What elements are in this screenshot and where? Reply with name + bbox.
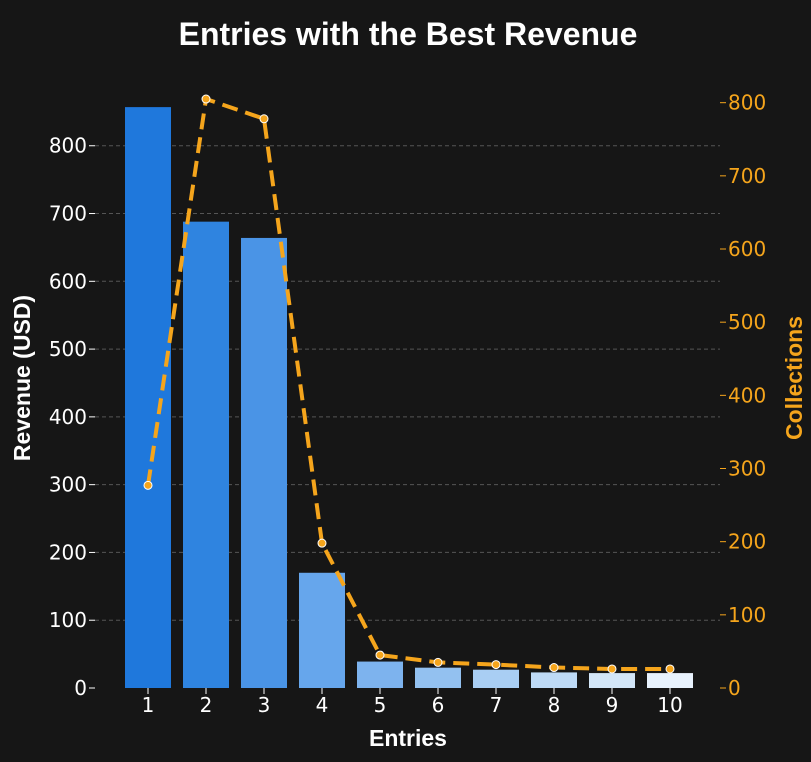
bar: [473, 669, 519, 688]
y2-tick-label: 200: [728, 530, 766, 554]
x-tick-label: 7: [490, 693, 503, 717]
y2-tick-label: 800: [728, 91, 766, 115]
line-point: [665, 664, 675, 674]
gridlines: [95, 145, 720, 621]
x-tick-label: 10: [657, 693, 682, 717]
line-point: [259, 114, 269, 124]
x-tick-label: 3: [258, 693, 271, 717]
y-tick-label: 400: [49, 405, 87, 429]
line-point: [143, 480, 153, 490]
y-tick-label: 500: [49, 337, 87, 361]
line-point: [201, 94, 211, 104]
y-tick-label: 200: [49, 540, 87, 564]
x-tick-label: 9: [606, 693, 619, 717]
x-tick-label: 2: [200, 693, 213, 717]
x-tick-label: 8: [548, 693, 561, 717]
bar: [589, 673, 635, 688]
bar: [415, 667, 461, 688]
bar: [647, 673, 693, 688]
y2-tick-label: 400: [728, 383, 766, 407]
y2-tick-label: 0: [728, 676, 741, 700]
y-axis-title: Revenue (USD): [9, 295, 35, 461]
bar: [241, 237, 287, 688]
collections-line: [143, 94, 675, 674]
y-tick-label: 100: [49, 608, 87, 632]
bar: [183, 221, 229, 688]
line-point: [433, 657, 443, 667]
bars: [125, 107, 693, 688]
y2-axis-title: Collections: [781, 316, 807, 440]
y-tick-label: 700: [49, 202, 87, 226]
y2-tick-label: 600: [728, 237, 766, 261]
chart-title: Entries with the Best Revenue: [179, 16, 638, 52]
y-tick-label: 300: [49, 473, 87, 497]
x-tick-label: 6: [432, 693, 445, 717]
bar: [125, 107, 171, 688]
axes: 0 100 200 300 400 500 600 700 800 0 100 200 300 400 50…: [49, 91, 766, 717]
x-tick-label: 1: [142, 693, 155, 717]
bar: [531, 672, 577, 688]
line-point: [491, 660, 501, 670]
line-point: [549, 663, 559, 673]
y2-tick-label: 100: [728, 603, 766, 627]
x-axis-title: Entries: [369, 725, 447, 751]
y-tick-label: 0: [74, 676, 87, 700]
line-point: [375, 650, 385, 660]
x-tick-label: 4: [316, 693, 329, 717]
y-tick-label: 600: [49, 269, 87, 293]
y-tick-label: 800: [49, 134, 87, 158]
line-series: [146, 97, 670, 671]
line-point: [317, 538, 327, 548]
line-point: [607, 664, 617, 674]
bar: [299, 572, 345, 688]
x-tick-label: 5: [374, 693, 387, 717]
bar: [357, 661, 403, 688]
y2-tick-label: 300: [728, 457, 766, 481]
y2-tick-label: 700: [728, 164, 766, 188]
y2-tick-label: 500: [728, 310, 766, 334]
